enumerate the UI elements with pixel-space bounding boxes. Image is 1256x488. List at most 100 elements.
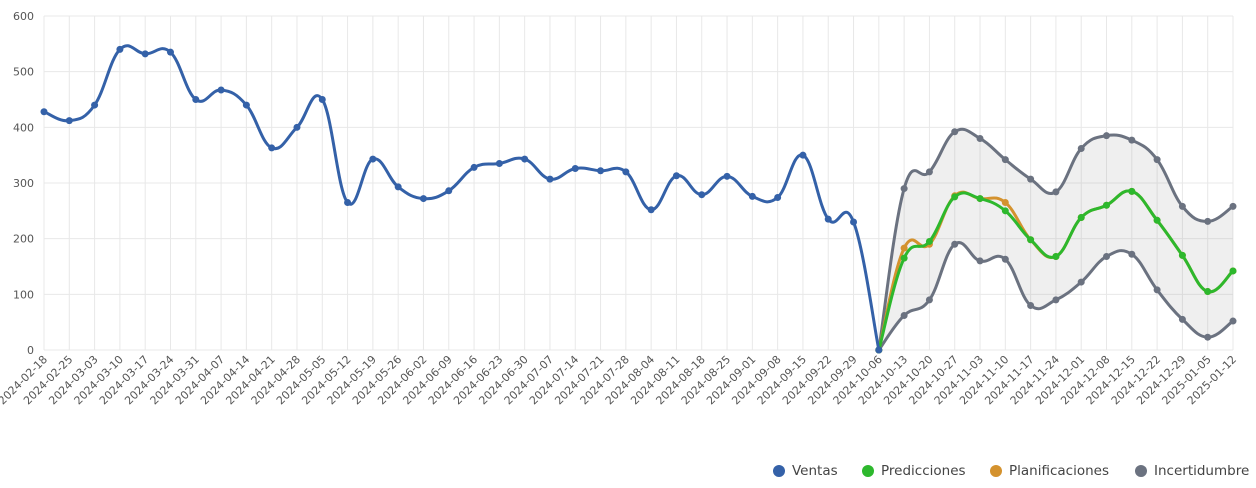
lower-point (1052, 296, 1060, 304)
y-tick-label: 500 (13, 66, 34, 79)
series-point (1001, 198, 1009, 206)
series-point (1229, 267, 1237, 275)
legend-label: Ventas (792, 463, 838, 479)
series-point (268, 144, 276, 152)
y-tick-label: 0 (27, 344, 34, 357)
series-point (495, 160, 503, 168)
series-point (723, 172, 731, 180)
lower-point (1229, 317, 1237, 325)
series-point (470, 163, 478, 171)
y-tick-label: 300 (13, 177, 34, 190)
series-point (1204, 288, 1212, 296)
lower-point (1178, 315, 1186, 323)
series-point (774, 193, 782, 201)
series-point (445, 187, 453, 195)
series-point (1128, 187, 1136, 195)
upper-point (1153, 156, 1161, 164)
series-point (1153, 216, 1161, 224)
series-point (192, 96, 200, 103)
upper-point (976, 134, 984, 142)
series-point (141, 50, 149, 58)
series-point (1001, 207, 1009, 215)
upper-point (1052, 188, 1060, 196)
lower-point (900, 311, 908, 319)
series-point (65, 117, 73, 125)
series-point (951, 193, 959, 201)
upper-point (925, 168, 933, 176)
series-point (91, 101, 99, 109)
upper-line (877, 127, 1234, 351)
series-point (900, 254, 908, 262)
lower-point (1153, 286, 1161, 294)
series-point (344, 198, 352, 206)
series-point (40, 108, 48, 116)
legend-swatch (773, 465, 785, 477)
lower-point (1027, 301, 1035, 309)
y-tick-label: 200 (13, 233, 34, 246)
lower-point (925, 296, 933, 304)
legend-label: Incertidumbre (1154, 463, 1249, 479)
lower-point (1103, 252, 1111, 260)
series-point (875, 346, 883, 354)
series-point (748, 192, 756, 200)
series-point (850, 218, 858, 226)
legend-label: Predicciones (881, 463, 966, 479)
series-point (217, 86, 225, 94)
lower-point (951, 240, 959, 248)
series-point (1052, 252, 1060, 260)
upper-point (1077, 144, 1085, 152)
upper-point (1204, 217, 1212, 225)
upper-point (1027, 175, 1035, 183)
series-point (1178, 251, 1186, 259)
series-point (824, 215, 832, 223)
legend-item: Planificaciones (990, 463, 1109, 479)
series-point (318, 96, 326, 103)
series-point (698, 191, 706, 199)
upper-point (1001, 156, 1009, 164)
lower-point (976, 257, 984, 265)
series-point (647, 206, 655, 214)
legend-swatch (990, 465, 1002, 477)
series-point (1077, 214, 1085, 222)
legend-item: Incertidumbre (1135, 463, 1249, 479)
legend-swatch (1135, 465, 1147, 477)
series-point (369, 155, 377, 163)
upper-point (951, 128, 959, 136)
upper-point (1229, 202, 1237, 210)
series-point (571, 165, 579, 173)
series-point (672, 172, 680, 180)
upper-point (900, 185, 908, 193)
lower-point (1204, 333, 1212, 341)
series-point (419, 195, 427, 203)
series-point (293, 123, 301, 131)
uncertainty-band (878, 129, 1233, 350)
legend-item: Ventas (773, 463, 838, 479)
series-point (597, 167, 605, 175)
series-point (166, 48, 174, 56)
legend-swatch (862, 465, 874, 477)
series-point (546, 175, 554, 183)
lower-point (1001, 255, 1009, 263)
series-point (242, 101, 250, 109)
series-point (900, 244, 908, 252)
legend-label: Planificaciones (1009, 463, 1109, 479)
lower-point (1077, 278, 1085, 286)
lower-point (1128, 250, 1136, 258)
upper-point (1178, 202, 1186, 210)
upper-point (1128, 136, 1136, 144)
upper-point (1103, 132, 1111, 140)
series-point (976, 195, 984, 203)
series-point (925, 237, 933, 245)
series-point (1027, 236, 1035, 244)
series-point (394, 183, 402, 191)
series-point (1103, 201, 1111, 209)
y-tick-label: 400 (13, 121, 34, 134)
series-point (799, 151, 807, 159)
legend-item: Predicciones (862, 463, 966, 479)
series-point (521, 155, 529, 163)
y-tick-label: 100 (13, 288, 34, 301)
series-point (622, 168, 630, 176)
y-tick-label: 600 (13, 10, 34, 23)
series-point (116, 45, 124, 53)
